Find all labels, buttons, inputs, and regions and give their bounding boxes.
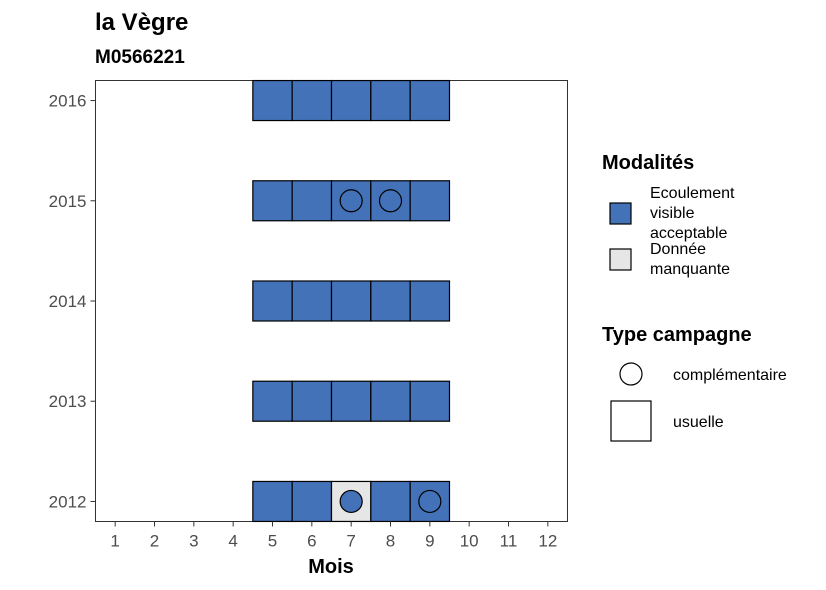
x-axis: 1 2 3 4 5 6 7 8 9 10 11 12 <box>110 521 557 551</box>
cell-2015-6 <box>291 180 333 222</box>
x-tick-label: 5 <box>268 532 277 551</box>
legend-label-ecoulement: Ecoulement visible acceptable <box>650 185 735 242</box>
cell-2016-9 <box>409 79 451 122</box>
y-tick-label: 2013 <box>49 392 87 411</box>
cell-2016-7 <box>330 79 372 122</box>
y-tick-label: 2016 <box>49 92 87 111</box>
x-tick-label: 2 <box>150 532 159 551</box>
x-tick-label: 9 <box>425 532 434 551</box>
cell-2016-5 <box>252 79 293 122</box>
x-tick-label: 6 <box>307 532 316 551</box>
cell-2012-6 <box>291 480 333 523</box>
legend-label-complementaire: complémentaire <box>673 367 787 384</box>
cell-2014-9 <box>409 280 451 322</box>
cell-2013-6 <box>291 380 333 422</box>
legend-key-complementaire <box>619 362 643 386</box>
cell-2015-5 <box>252 180 293 222</box>
cell-2013-8 <box>370 380 411 422</box>
cells-layer <box>252 79 451 523</box>
cell-2014-6 <box>291 280 333 322</box>
legend-type-campagne: Type campagne complémentaire usuelle <box>602 324 787 442</box>
x-tick-label: 12 <box>538 532 557 551</box>
x-tick-label: 10 <box>460 532 479 551</box>
y-axis: 2012 2013 2014 2015 2016 <box>49 92 96 511</box>
legend-key-usuelle <box>610 400 652 442</box>
cell-2014-7 <box>330 280 372 322</box>
cell-2013-9 <box>409 380 451 422</box>
legend-modalites-title: Modalités <box>602 152 694 174</box>
cell-2015-9 <box>409 180 451 222</box>
y-tick-label: 2015 <box>49 192 87 211</box>
complementary-point-2012-7 <box>339 489 363 514</box>
complementary-point-2015-7 <box>339 189 363 213</box>
x-tick-label: 1 <box>110 532 119 551</box>
y-tick-label: 2012 <box>49 492 87 511</box>
x-tick-label: 3 <box>189 532 198 551</box>
legend-label-usuelle: usuelle <box>673 414 724 431</box>
x-tick-label: 11 <box>500 532 518 551</box>
cell-2014-8 <box>370 280 411 322</box>
cell-2013-7 <box>330 380 372 422</box>
legend-modalites: Modalités Ecoulement visible acceptableDon… <box>602 152 735 278</box>
legend-type-campagne-title: Type campagne <box>602 324 752 346</box>
chart-subtitle: M0566221 <box>95 47 185 68</box>
x-tick-label: 4 <box>228 532 237 551</box>
legend-label-manquante: Donnée manquante <box>650 241 730 278</box>
x-tick-label: 7 <box>346 532 355 551</box>
legend-key-ecoulement <box>609 202 632 225</box>
legend-key-manquante <box>609 248 632 271</box>
cell-2013-5 <box>252 380 293 422</box>
y-tick-label: 2014 <box>49 292 87 311</box>
x-axis-title: Mois <box>308 556 354 578</box>
chart-title: la Vègre <box>95 9 188 36</box>
cell-2012-8 <box>370 480 411 523</box>
complementary-point-2015-8 <box>378 189 403 213</box>
cell-2012-5 <box>252 480 293 523</box>
complementary-point-2012-9 <box>418 489 442 514</box>
x-tick-label: 8 <box>386 532 395 551</box>
cell-2016-8 <box>370 79 411 122</box>
cell-2016-6 <box>291 79 333 122</box>
cell-2014-5 <box>252 280 293 322</box>
